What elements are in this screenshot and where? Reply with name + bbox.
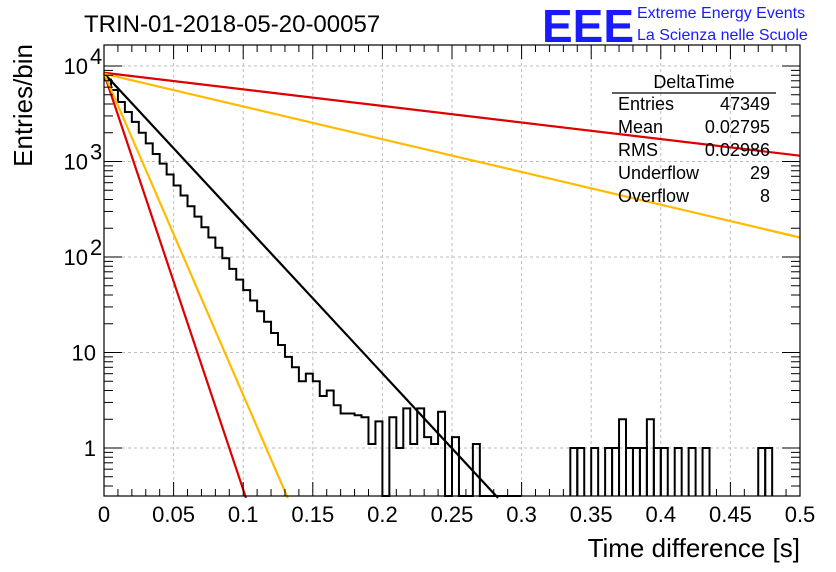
fit-line-1 [103,71,801,157]
x-tick-label: 0.05 [152,502,195,527]
histogram-tail-bin [687,447,697,496]
x-tick-label: 0.3 [506,502,537,527]
stats-box: DeltaTime Entries 47349 Mean 0.02795 RMS… [612,72,776,206]
fit-line-0 [103,72,499,499]
stats-value-overflow: 8 [760,186,770,206]
x-tick-label: 0.1 [228,502,259,527]
x-tick-label: 0.25 [431,502,474,527]
x-tick-label: 0.35 [570,502,613,527]
eee-logo: EEE Extreme Energy Events La Scienza nel… [542,0,808,52]
chart-title: TRIN-01-2018-05-20-00057 [84,11,380,38]
x-axis-title: Time difference [s] [588,533,800,563]
axes: 0 0.05 0.1 0.15 0.2 0.25 0.3 0.35 0.4 0.45 0.5 1 10 1… [64,44,816,527]
histogram-tail-bin [673,447,683,496]
stats-title: DeltaTime [653,72,734,92]
stats-label-entries: Entries [618,94,674,114]
y-tick-label: 1 [84,436,96,461]
y-axis-title: Entries/bin [8,44,38,167]
stats-label-mean: Mean [618,117,663,137]
y-tick-label: 10 [64,150,88,175]
y-tick-exponent: 4 [90,44,102,69]
x-tick-label: 0.15 [291,502,334,527]
histogram-tail-bin [764,447,774,496]
x-tick-label: 0.4 [646,502,677,527]
x-tick-label: 0.45 [709,502,752,527]
y-tick-exponent: 2 [90,235,102,260]
fit-line-4 [102,72,289,499]
fit-line-3 [102,72,248,499]
x-tick-label: 0 [98,502,110,527]
stats-label-underflow: Underflow [618,163,700,183]
fit-line-2 [103,72,801,239]
stats-value-entries: 47349 [720,94,770,114]
histogram-tail-bin [701,447,711,496]
stats-value-rms: 0.02986 [705,140,770,160]
histogram-tail-bin [659,447,669,496]
eee-logo-line2: La Scienza nelle Scuole [637,27,808,44]
y-tick-label: 10 [64,245,88,270]
eee-logo-mark: EEE [542,0,634,52]
x-tick-label: 0.5 [785,502,816,527]
stats-value-mean: 0.02795 [705,117,770,137]
stats-label-overflow: Overflow [618,186,690,206]
y-tick-label: 10 [72,341,96,366]
stats-value-underflow: 29 [750,163,770,183]
fit-lines [102,71,801,499]
histogram-tail-bin [576,447,586,496]
y-tick-exponent: 3 [90,140,102,165]
stats-label-rms: RMS [618,140,658,160]
eee-logo-line1: Extreme Energy Events [637,5,805,22]
histogram [104,78,774,497]
histogram-steps [104,78,522,497]
x-tick-label: 0.2 [367,502,398,527]
histogram-tail-bin [590,447,600,496]
y-tick-label: 10 [64,54,88,79]
